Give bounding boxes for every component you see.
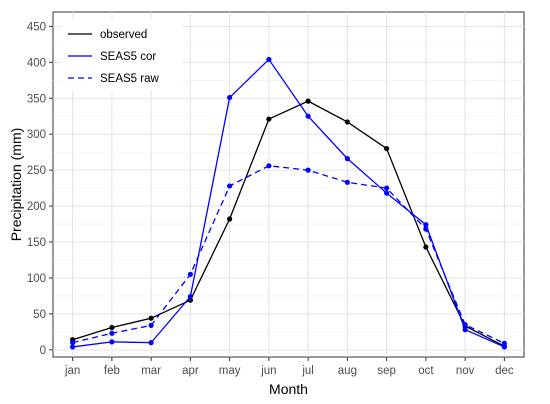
x-tick-label-mar: mar	[141, 365, 161, 377]
data-point-observed-jun	[266, 116, 272, 122]
data-point-seas5-raw-oct	[423, 226, 429, 232]
x-axis-title: Month	[269, 381, 308, 397]
series-seas5-raw	[70, 163, 507, 346]
y-tick-label: 400	[27, 57, 46, 69]
x-tick-label-may: may	[219, 365, 241, 377]
data-point-seas5-cor-may	[227, 94, 233, 101]
y-axis: 0 50 100 150 200 250 300 350 400 450	[27, 21, 53, 357]
data-point-observed-feb	[109, 324, 115, 331]
data-point-seas5-cor-aug	[344, 156, 350, 162]
y-axis-title: Precipitation (mm)	[8, 128, 24, 242]
x-tick-label-dec: dec	[495, 365, 514, 377]
series-seas5-cor	[70, 56, 507, 350]
series-line-seas5-cor	[72, 58, 505, 348]
x-tick-label-aug: aug	[338, 365, 357, 377]
data-point-seas5-cor-nov	[462, 327, 468, 333]
y-tick-label: 300	[27, 129, 46, 141]
data-point-observed-oct	[423, 244, 429, 250]
data-point-seas5-cor-dec	[501, 344, 507, 350]
y-tick-label: 100	[27, 273, 46, 285]
legend-label-seas5-cor: SEAS5 cor	[100, 51, 156, 63]
data-point-observed-sep	[384, 145, 390, 152]
y-tick-label: 150	[27, 237, 46, 249]
x-tick-label-feb: feb	[104, 365, 120, 377]
data-point-seas5-cor-sep	[384, 190, 390, 196]
y-tick-label: 250	[27, 165, 46, 177]
data-point-seas5-cor-jun	[266, 56, 272, 63]
series-layer	[70, 56, 507, 350]
data-point-seas5-cor-apr	[187, 294, 193, 300]
data-point-seas5-raw-dec	[501, 340, 507, 346]
data-point-observed-aug	[344, 119, 350, 125]
series-line-seas5-raw	[72, 165, 505, 344]
x-tick-label-jul: jul	[301, 365, 314, 377]
x-tick-label-jan: jan	[64, 365, 80, 377]
y-tick-label: 350	[27, 93, 46, 105]
data-point-seas5-cor-feb	[109, 339, 115, 345]
legend-background	[62, 19, 182, 91]
x-tick-label-jun: jun	[260, 365, 276, 377]
x-axis: jan feb mar apr may jun jul aug sep oct nov dec	[64, 357, 514, 377]
legend: observed SEAS5 cor SEAS5 raw	[62, 19, 182, 91]
data-point-seas5-cor-jan	[70, 344, 76, 350]
x-tick-label-oct: oct	[418, 365, 434, 377]
data-point-seas5-raw-feb	[109, 330, 115, 336]
y-tick-label: 50	[33, 309, 46, 321]
x-tick-label-nov: nov	[456, 365, 475, 377]
data-point-seas5-cor-mar	[148, 340, 154, 346]
x-tick-label-sep: sep	[377, 365, 396, 377]
data-point-observed-mar	[148, 315, 154, 321]
data-point-observed-jul	[305, 98, 311, 104]
data-point-seas5-raw-sep	[384, 185, 390, 191]
legend-label-seas5-raw: SEAS5 raw	[100, 73, 159, 85]
data-point-seas5-raw-jan	[70, 340, 76, 346]
data-point-seas5-raw-apr	[187, 271, 193, 277]
data-point-observed-may	[227, 216, 233, 222]
data-point-seas5-raw-mar	[148, 322, 154, 328]
series-line-observed	[72, 100, 505, 347]
y-tick-label: 0	[40, 345, 46, 357]
x-tick-label-apr: apr	[182, 365, 199, 377]
data-point-seas5-raw-may	[227, 183, 233, 189]
data-point-seas5-cor-oct	[423, 222, 429, 228]
data-point-seas5-raw-jun	[266, 163, 272, 169]
data-point-seas5-raw-nov	[462, 322, 468, 328]
y-tick-label: 200	[27, 201, 46, 213]
data-point-seas5-raw-aug	[344, 179, 350, 185]
legend-label-observed: observed	[100, 29, 147, 41]
data-point-seas5-raw-jul	[305, 167, 311, 173]
data-point-seas5-cor-jul	[305, 113, 311, 119]
y-tick-label: 450	[27, 21, 46, 33]
